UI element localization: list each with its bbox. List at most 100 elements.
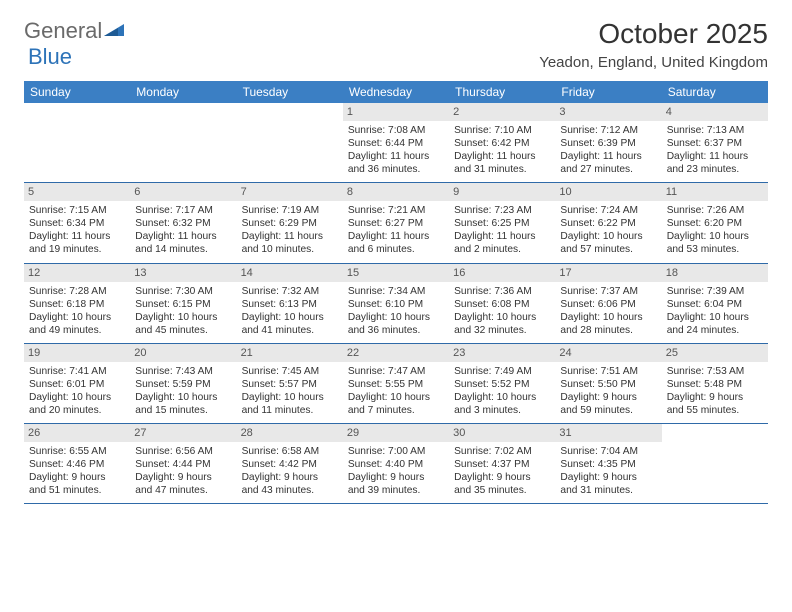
day-number: 11: [662, 183, 768, 201]
day-day2: and 41 minutes.: [242, 324, 338, 337]
day-day2: and 51 minutes.: [29, 484, 125, 497]
day-cell: 16Sunrise: 7:36 AMSunset: 6:08 PMDayligh…: [449, 264, 555, 343]
day-day1: Daylight: 9 hours: [454, 471, 550, 484]
day-day1: Daylight: 10 hours: [242, 391, 338, 404]
day-day2: and 7 minutes.: [348, 404, 444, 417]
day-day2: and 59 minutes.: [560, 404, 656, 417]
day-sunrise: Sunrise: 7:12 AM: [560, 124, 656, 137]
calendar: Sunday Monday Tuesday Wednesday Thursday…: [24, 81, 768, 504]
day-sunset: Sunset: 6:34 PM: [29, 217, 125, 230]
day-day2: and 31 minutes.: [454, 163, 550, 176]
day-day1: Daylight: 10 hours: [560, 230, 656, 243]
day-day2: and 27 minutes.: [560, 163, 656, 176]
day-cell: 1Sunrise: 7:08 AMSunset: 6:44 PMDaylight…: [343, 103, 449, 182]
day-day1: Daylight: 10 hours: [135, 391, 231, 404]
day-sunset: Sunset: 6:27 PM: [348, 217, 444, 230]
day-day2: and 3 minutes.: [454, 404, 550, 417]
day-day2: and 36 minutes.: [348, 163, 444, 176]
day-sunrise: Sunrise: 7:04 AM: [560, 445, 656, 458]
day-sunrise: Sunrise: 7:23 AM: [454, 204, 550, 217]
day-sunset: Sunset: 5:52 PM: [454, 378, 550, 391]
day-day2: and 31 minutes.: [560, 484, 656, 497]
day-cell: [24, 103, 130, 182]
day-day2: and 28 minutes.: [560, 324, 656, 337]
day-day1: Daylight: 10 hours: [560, 311, 656, 324]
day-cell: 13Sunrise: 7:30 AMSunset: 6:15 PMDayligh…: [130, 264, 236, 343]
day-number: 7: [237, 183, 343, 201]
day-sunset: Sunset: 6:15 PM: [135, 298, 231, 311]
day-sunrise: Sunrise: 7:51 AM: [560, 365, 656, 378]
day-day2: and 10 minutes.: [242, 243, 338, 256]
day-cell: 7Sunrise: 7:19 AMSunset: 6:29 PMDaylight…: [237, 183, 343, 262]
day-sunset: Sunset: 4:35 PM: [560, 458, 656, 471]
day-cell: 10Sunrise: 7:24 AMSunset: 6:22 PMDayligh…: [555, 183, 661, 262]
day-day1: Daylight: 10 hours: [348, 391, 444, 404]
day-sunset: Sunset: 5:48 PM: [667, 378, 763, 391]
day-sunrise: Sunrise: 7:26 AM: [667, 204, 763, 217]
day-day2: and 39 minutes.: [348, 484, 444, 497]
day-header-sun: Sunday: [24, 81, 130, 103]
day-cell: 29Sunrise: 7:00 AMSunset: 4:40 PMDayligh…: [343, 424, 449, 503]
location: Yeadon, England, United Kingdom: [539, 54, 768, 71]
day-sunrise: Sunrise: 7:02 AM: [454, 445, 550, 458]
day-number: 3: [555, 103, 661, 121]
day-sunrise: Sunrise: 7:47 AM: [348, 365, 444, 378]
day-day2: and 2 minutes.: [454, 243, 550, 256]
day-sunset: Sunset: 5:50 PM: [560, 378, 656, 391]
day-number: 30: [449, 424, 555, 442]
day-day2: and 19 minutes.: [29, 243, 125, 256]
day-sunrise: Sunrise: 7:34 AM: [348, 285, 444, 298]
week-row: 19Sunrise: 7:41 AMSunset: 6:01 PMDayligh…: [24, 344, 768, 424]
day-number: 19: [24, 344, 130, 362]
day-sunset: Sunset: 6:32 PM: [135, 217, 231, 230]
day-day2: and 6 minutes.: [348, 243, 444, 256]
day-number: 4: [662, 103, 768, 121]
day-sunrise: Sunrise: 7:24 AM: [560, 204, 656, 217]
day-day2: and 20 minutes.: [29, 404, 125, 417]
day-number: 16: [449, 264, 555, 282]
day-sunset: Sunset: 6:04 PM: [667, 298, 763, 311]
day-cell: 27Sunrise: 6:56 AMSunset: 4:44 PMDayligh…: [130, 424, 236, 503]
week-row: 12Sunrise: 7:28 AMSunset: 6:18 PMDayligh…: [24, 264, 768, 344]
day-day1: Daylight: 10 hours: [667, 311, 763, 324]
day-day1: Daylight: 11 hours: [454, 150, 550, 163]
logo-wing-icon: [104, 22, 126, 38]
day-day2: and 55 minutes.: [667, 404, 763, 417]
day-cell: 6Sunrise: 7:17 AMSunset: 6:32 PMDaylight…: [130, 183, 236, 262]
day-number: 23: [449, 344, 555, 362]
day-number: 31: [555, 424, 661, 442]
logo-text-2: Blue: [28, 44, 72, 70]
day-day1: Daylight: 9 hours: [348, 471, 444, 484]
day-sunrise: Sunrise: 7:32 AM: [242, 285, 338, 298]
day-sunset: Sunset: 6:42 PM: [454, 137, 550, 150]
day-sunrise: Sunrise: 7:08 AM: [348, 124, 444, 137]
day-number: 20: [130, 344, 236, 362]
day-day2: and 24 minutes.: [667, 324, 763, 337]
day-cell: 15Sunrise: 7:34 AMSunset: 6:10 PMDayligh…: [343, 264, 449, 343]
day-header-tue: Tuesday: [237, 81, 343, 103]
day-sunset: Sunset: 6:13 PM: [242, 298, 338, 311]
day-sunset: Sunset: 5:55 PM: [348, 378, 444, 391]
day-sunset: Sunset: 4:37 PM: [454, 458, 550, 471]
day-day2: and 35 minutes.: [454, 484, 550, 497]
day-number: 5: [24, 183, 130, 201]
day-day1: Daylight: 10 hours: [454, 311, 550, 324]
day-header-wed: Wednesday: [343, 81, 449, 103]
day-day1: Daylight: 9 hours: [560, 471, 656, 484]
day-sunset: Sunset: 4:44 PM: [135, 458, 231, 471]
day-day1: Daylight: 9 hours: [29, 471, 125, 484]
day-day2: and 45 minutes.: [135, 324, 231, 337]
week-row: 26Sunrise: 6:55 AMSunset: 4:46 PMDayligh…: [24, 424, 768, 504]
day-day1: Daylight: 9 hours: [242, 471, 338, 484]
day-sunrise: Sunrise: 7:37 AM: [560, 285, 656, 298]
day-cell: 19Sunrise: 7:41 AMSunset: 6:01 PMDayligh…: [24, 344, 130, 423]
day-day2: and 47 minutes.: [135, 484, 231, 497]
day-sunrise: Sunrise: 7:41 AM: [29, 365, 125, 378]
day-cell: 9Sunrise: 7:23 AMSunset: 6:25 PMDaylight…: [449, 183, 555, 262]
day-sunset: Sunset: 6:25 PM: [454, 217, 550, 230]
day-header-sat: Saturday: [662, 81, 768, 103]
week-row: 5Sunrise: 7:15 AMSunset: 6:34 PMDaylight…: [24, 183, 768, 263]
day-cell: 28Sunrise: 6:58 AMSunset: 4:42 PMDayligh…: [237, 424, 343, 503]
day-sunrise: Sunrise: 6:56 AM: [135, 445, 231, 458]
day-sunrise: Sunrise: 7:30 AM: [135, 285, 231, 298]
